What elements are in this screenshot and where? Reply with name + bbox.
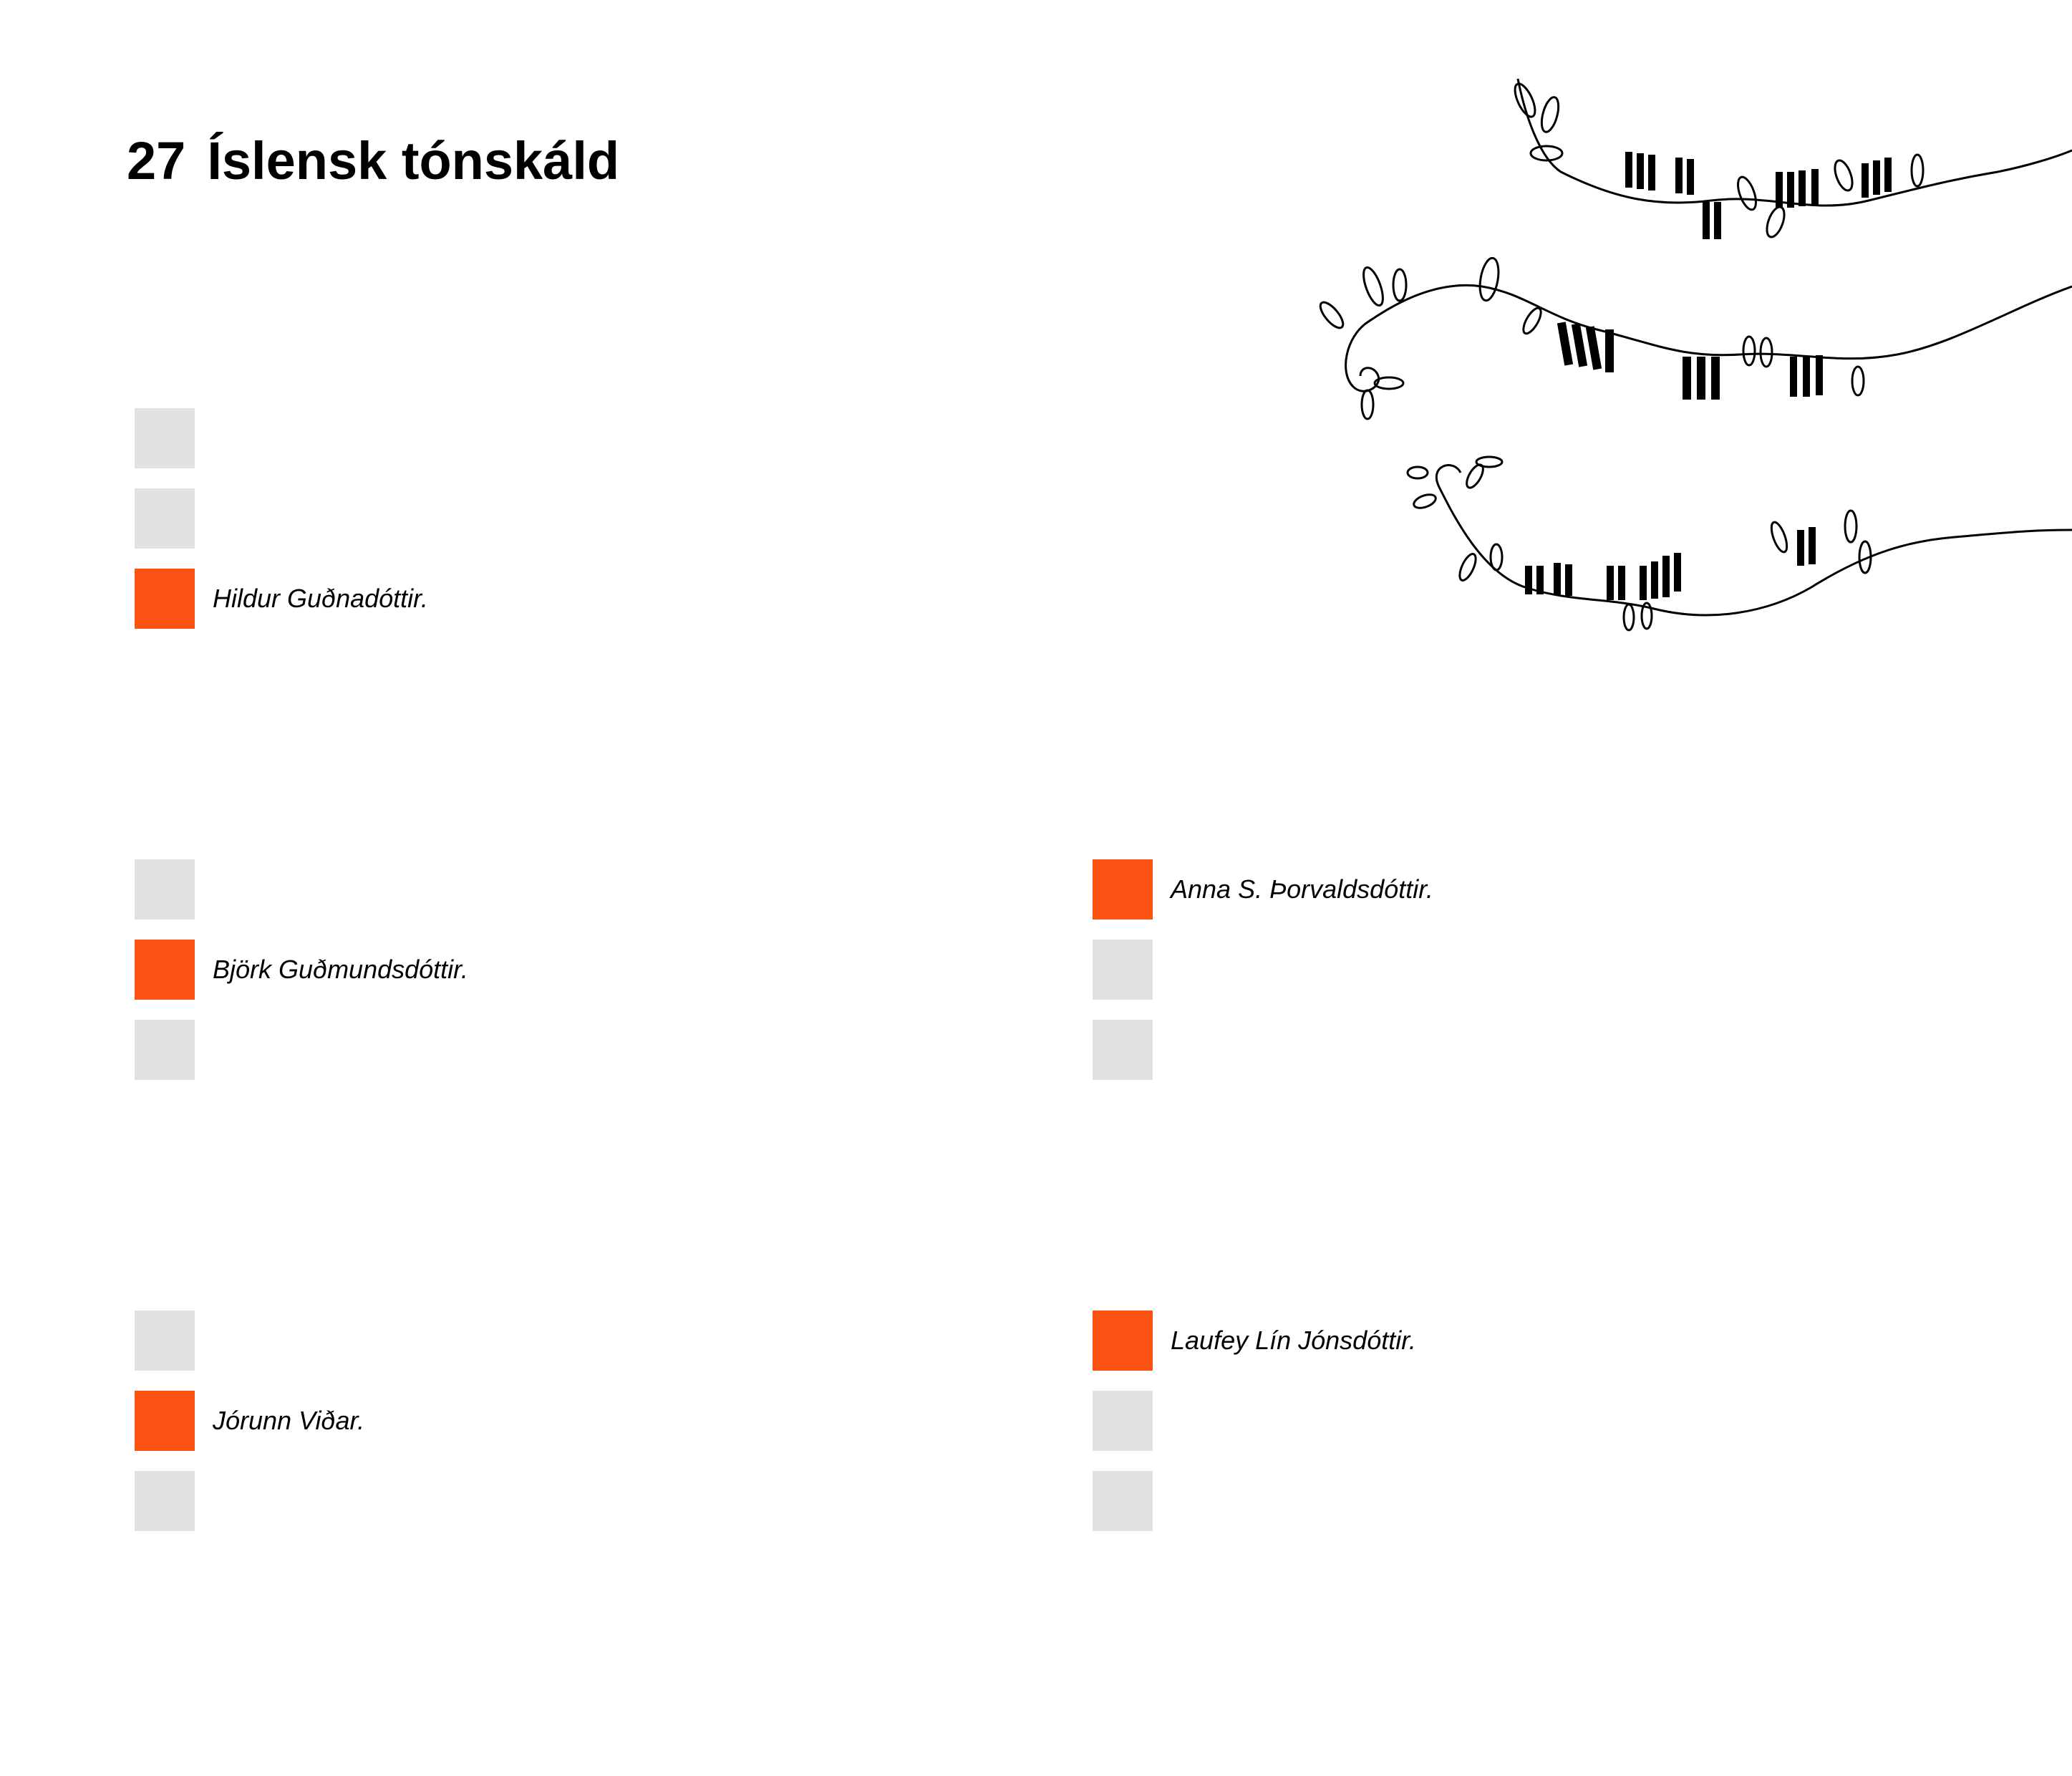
answer-option-selected[interactable]: Hildur Guðnadóttir. xyxy=(135,569,428,629)
option-box[interactable] xyxy=(135,408,195,468)
answer-option[interactable] xyxy=(1093,940,1433,1000)
answer-option-selected[interactable]: Laufey Lín Jónsdóttir. xyxy=(1093,1311,1416,1371)
answer-option[interactable] xyxy=(135,1020,468,1080)
answer-group-1: Hildur Guðnadóttir. xyxy=(135,408,428,649)
page-title: 27 Íslensk tónskáld xyxy=(127,129,619,193)
option-box-selected[interactable] xyxy=(1093,1311,1153,1371)
option-label: Jórunn Viðar. xyxy=(213,1406,365,1435)
question-number: 27 xyxy=(127,131,186,190)
answer-option[interactable] xyxy=(135,1471,364,1531)
option-label: Laufey Lín Jónsdóttir. xyxy=(1171,1326,1416,1355)
piano-keys-vines-illustration xyxy=(1319,78,2072,632)
answer-group-3: Jórunn Viðar. xyxy=(135,1311,364,1551)
answer-option[interactable] xyxy=(1093,1391,1416,1451)
answer-group-2: Björk Guðmundsdóttir. xyxy=(135,859,468,1100)
option-box[interactable] xyxy=(135,1471,195,1531)
answer-option[interactable] xyxy=(135,859,468,920)
option-box[interactable] xyxy=(135,859,195,920)
option-label: Anna S. Þorvaldsdóttir. xyxy=(1171,874,1433,904)
option-box[interactable] xyxy=(135,1020,195,1080)
question-title: Íslensk tónskáld xyxy=(207,131,620,190)
option-box[interactable] xyxy=(135,1311,195,1371)
answer-option[interactable] xyxy=(135,488,428,549)
answer-option[interactable] xyxy=(1093,1020,1433,1080)
answer-option-selected[interactable]: Jórunn Viðar. xyxy=(135,1391,364,1451)
answer-group-4: Anna S. Þorvaldsdóttir. xyxy=(1093,859,1433,1100)
option-box-selected[interactable] xyxy=(135,569,195,629)
option-box[interactable] xyxy=(135,488,195,549)
option-label: Hildur Guðnadóttir. xyxy=(213,584,428,613)
answer-option-selected[interactable]: Björk Guðmundsdóttir. xyxy=(135,940,468,1000)
option-label: Björk Guðmundsdóttir. xyxy=(213,955,468,984)
option-box[interactable] xyxy=(1093,940,1153,1000)
option-box[interactable] xyxy=(1093,1471,1153,1531)
option-box-selected[interactable] xyxy=(1093,859,1153,920)
option-box[interactable] xyxy=(1093,1020,1153,1080)
option-box-selected[interactable] xyxy=(135,940,195,1000)
option-box[interactable] xyxy=(1093,1391,1153,1451)
option-box-selected[interactable] xyxy=(135,1391,195,1451)
answer-group-5: Laufey Lín Jónsdóttir. xyxy=(1093,1311,1416,1551)
answer-option[interactable] xyxy=(135,1311,364,1371)
answer-option[interactable] xyxy=(135,408,428,468)
answer-option[interactable] xyxy=(1093,1471,1416,1531)
answer-option-selected[interactable]: Anna S. Þorvaldsdóttir. xyxy=(1093,859,1433,920)
